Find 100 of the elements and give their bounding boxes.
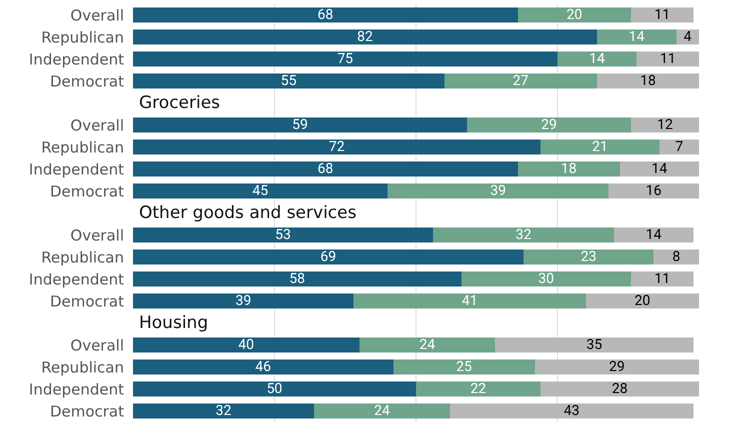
data-label: 69 [320,249,336,265]
bar [461,272,632,286]
data-label: 18 [640,73,656,89]
bar [133,162,518,176]
bar [518,8,632,22]
y-tick-label: Overall [70,336,124,354]
data-label: 24 [374,403,390,419]
bar [133,338,360,352]
bar [133,250,524,264]
data-label: 43 [564,403,580,419]
data-label: 25 [456,359,472,375]
y-tick-label: Republican [41,248,124,266]
bar [133,294,354,308]
data-label: 24 [419,337,436,353]
bar [133,404,314,418]
data-label: 59 [292,117,308,133]
data-label: 40 [238,337,254,353]
data-label: 8 [672,249,680,265]
data-label: 11 [654,271,670,287]
bar [654,250,699,264]
y-tick-label: Independent [28,50,124,68]
data-label: 72 [328,139,345,155]
data-label: 58 [289,271,306,287]
bar [608,184,699,198]
bar [444,74,598,88]
data-label: 68 [318,161,334,177]
data-label: 11 [660,51,676,67]
bar [524,250,654,264]
bar [388,184,608,198]
bar [133,228,433,242]
data-label: 11 [654,7,670,23]
data-label: 14 [646,227,662,243]
bar [540,382,699,396]
data-label: 45 [252,183,268,199]
y-tick-label: Independent [28,380,124,398]
data-label: 53 [275,227,291,243]
data-label: 18 [560,161,577,177]
bar [631,8,694,22]
data-label: 30 [538,271,554,287]
bar [495,338,694,352]
bar [314,404,450,418]
data-label: 55 [280,73,297,89]
data-label: 41 [462,293,478,309]
y-tick-label: Democrat [50,292,124,310]
annotation: Housing [139,313,208,333]
data-label: 27 [512,73,529,89]
bar [518,162,620,176]
data-label: 46 [255,359,272,375]
bar [631,272,694,286]
data-label: 16 [646,183,662,199]
bar [133,8,518,22]
bar [466,118,632,132]
data-label: 50 [266,381,282,397]
bar [133,360,394,374]
bar [133,30,598,44]
y-tick-label: Republican [41,138,124,156]
y-tick-label: Independent [28,160,124,178]
bar [354,294,586,308]
bar [133,272,462,286]
y-tick-label: Overall [70,6,124,24]
y-tick-label: Overall [70,116,124,134]
bar [614,228,694,242]
bar [133,52,558,66]
annotation: Groceries [139,93,220,113]
data-label: 35 [586,337,602,353]
data-label: 23 [580,249,597,265]
data-label: 32 [516,227,532,243]
bar [586,294,699,308]
data-label: 14 [628,29,645,45]
bar [636,52,699,66]
bar [597,30,676,44]
y-tick-label: Democrat [50,72,124,90]
data-label: 32 [216,403,232,419]
bar [450,404,694,418]
data-label: 4 [684,29,692,45]
data-label: 29 [541,117,557,133]
data-label: 82 [357,29,373,45]
bar [133,382,416,396]
bar [558,52,637,66]
data-label: 14 [651,161,668,177]
y-tick-label: Democrat [50,402,124,420]
annotation: Other goods and services [139,203,357,223]
y-tick-label: Republican [41,28,124,46]
bar [133,74,444,88]
bar [133,184,388,198]
data-label: 22 [470,381,486,397]
bar [133,140,541,154]
bar [659,140,699,154]
data-label: 14 [589,51,606,67]
data-label: 68 [318,7,334,23]
bar [359,338,496,352]
data-label: 39 [490,183,506,199]
data-label: 12 [657,117,673,133]
bar [133,118,467,132]
bar [393,360,535,374]
bar [534,360,699,374]
bar [540,140,660,154]
data-label: 20 [634,293,650,309]
bar [631,118,699,132]
data-label: 75 [337,51,354,67]
